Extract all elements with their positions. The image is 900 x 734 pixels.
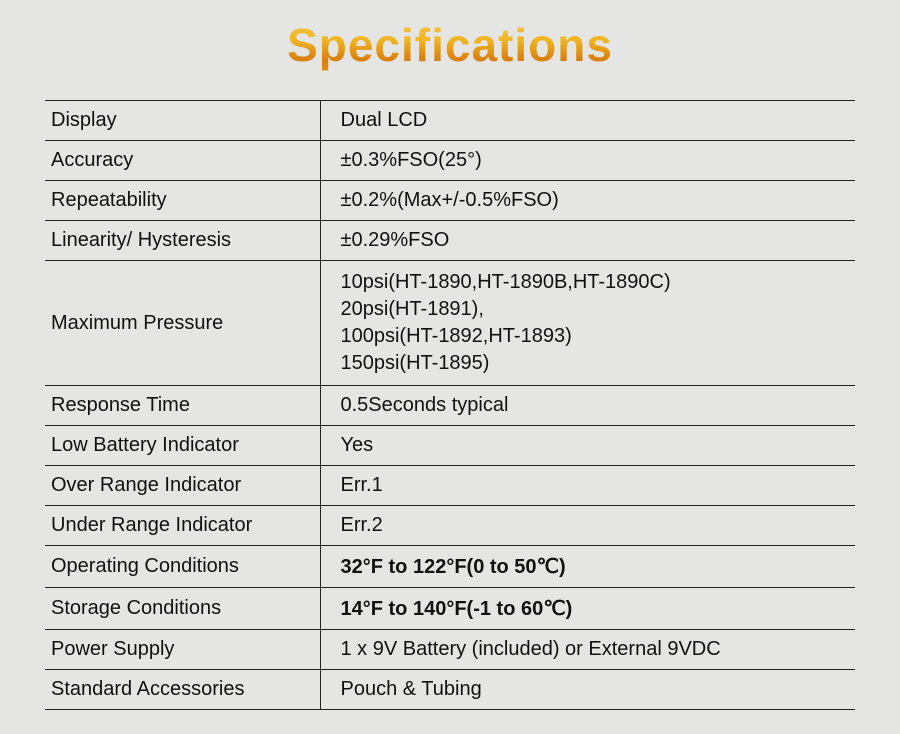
spec-value: Err.1 <box>320 466 855 506</box>
spec-value: Pouch & Tubing <box>320 670 855 710</box>
table-row: Maximum Pressure10psi(HT-1890,HT-1890B,H… <box>45 261 855 386</box>
spec-value: 14°F to 140°F(-1 to 60℃) <box>320 588 855 630</box>
spec-value: 32°F to 122°F(0 to 50℃) <box>320 546 855 588</box>
spec-value: 10psi(HT-1890,HT-1890B,HT-1890C)20psi(HT… <box>320 261 855 386</box>
spec-label: Accuracy <box>45 141 320 181</box>
table-row: Operating Conditions32°F to 122°F(0 to 5… <box>45 546 855 588</box>
spec-label: Repeatability <box>45 181 320 221</box>
spec-label: Over Range Indicator <box>45 466 320 506</box>
table-row: Storage Conditions14°F to 140°F(-1 to 60… <box>45 588 855 630</box>
spec-value: ±0.2%(Max+/-0.5%FSO) <box>320 181 855 221</box>
table-row: Over Range IndicatorErr.1 <box>45 466 855 506</box>
spec-value: Err.2 <box>320 506 855 546</box>
spec-label: Standard Accessories <box>45 670 320 710</box>
spec-label: Low Battery Indicator <box>45 426 320 466</box>
spec-label: Storage Conditions <box>45 588 320 630</box>
spec-value: 1 x 9V Battery (included) or External 9V… <box>320 630 855 670</box>
table-row: Power Supply1 x 9V Battery (included) or… <box>45 630 855 670</box>
spec-label: Under Range Indicator <box>45 506 320 546</box>
table-row: Under Range IndicatorErr.2 <box>45 506 855 546</box>
table-row: DisplayDual LCD <box>45 101 855 141</box>
spec-label: Power Supply <box>45 630 320 670</box>
page-title: Specifications <box>0 0 900 100</box>
table-row: Linearity/ Hysteresis±0.29%FSO <box>45 221 855 261</box>
table-row: Response Time0.5Seconds typical <box>45 386 855 426</box>
spec-label: Response Time <box>45 386 320 426</box>
spec-value: Dual LCD <box>320 101 855 141</box>
table-row: Standard AccessoriesPouch & Tubing <box>45 670 855 710</box>
table-row: Accuracy±0.3%FSO(25°) <box>45 141 855 181</box>
spec-value: ±0.3%FSO(25°) <box>320 141 855 181</box>
spec-table: DisplayDual LCDAccuracy±0.3%FSO(25°)Repe… <box>45 100 855 710</box>
spec-label: Linearity/ Hysteresis <box>45 221 320 261</box>
spec-label: Maximum Pressure <box>45 261 320 386</box>
spec-label: Display <box>45 101 320 141</box>
table-row: Low Battery IndicatorYes <box>45 426 855 466</box>
table-row: Repeatability±0.2%(Max+/-0.5%FSO) <box>45 181 855 221</box>
spec-value: Yes <box>320 426 855 466</box>
spec-label: Operating Conditions <box>45 546 320 588</box>
spec-table-body: DisplayDual LCDAccuracy±0.3%FSO(25°)Repe… <box>45 101 855 710</box>
spec-value: 0.5Seconds typical <box>320 386 855 426</box>
spec-value: ±0.29%FSO <box>320 221 855 261</box>
